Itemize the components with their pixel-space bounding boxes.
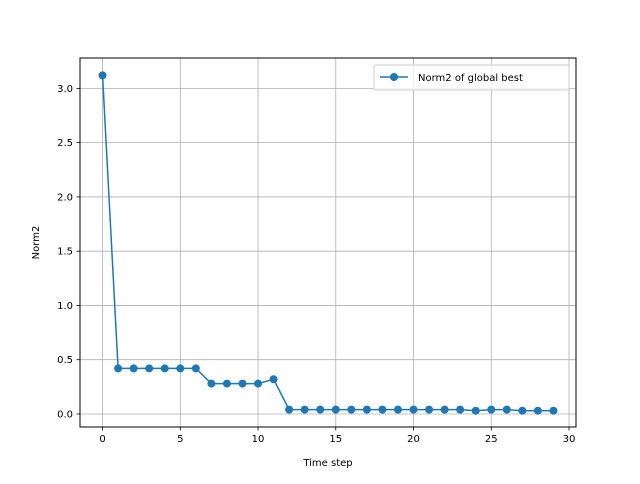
y-tick-label: 0.5: [57, 355, 73, 366]
data-point: [409, 405, 418, 414]
x-tick-label: 5: [177, 434, 183, 445]
legend: Norm2 of global best: [373, 64, 570, 91]
data-point: [269, 375, 278, 384]
data-point: [362, 405, 371, 414]
data-point: [502, 405, 511, 414]
data-point: [191, 364, 200, 373]
data-point: [145, 364, 154, 373]
series-layer: [98, 71, 558, 415]
legend-box: [373, 64, 570, 91]
ticks: 0 5 10 15 20 25 30 0.0 0.5 1.0 1.5 2.0 2.5 3.0: [57, 84, 575, 445]
y-tick-label: 2.0: [57, 192, 73, 203]
y-tick-label: 0.0: [57, 409, 73, 420]
data-point: [518, 406, 527, 415]
x-axis-label: Time step: [302, 458, 352, 469]
plot-frame: [79, 57, 577, 428]
data-point: [316, 405, 325, 414]
data-point: [222, 379, 231, 388]
data-point: [285, 405, 294, 414]
x-tick-label: 25: [485, 434, 498, 445]
y-tick-label: 3.0: [57, 84, 73, 95]
legend-entry-label: Norm2 of global best: [418, 73, 523, 84]
data-point: [471, 406, 480, 415]
x-tick-label: 30: [563, 434, 576, 445]
data-point: [378, 405, 387, 414]
data-point: [160, 364, 169, 373]
y-tick-label: 1.0: [57, 301, 73, 312]
data-point: [533, 406, 542, 415]
data-point: [238, 379, 247, 388]
data-point: [114, 364, 123, 373]
data-point: [487, 405, 496, 414]
data-point: [393, 405, 402, 414]
data-point: [549, 406, 558, 415]
x-tick-label: 20: [407, 434, 420, 445]
x-tick-label: 0: [99, 434, 105, 445]
data-point: [176, 364, 185, 373]
data-point: [254, 379, 263, 388]
legend-marker-sample: [390, 73, 398, 81]
data-point: [98, 71, 107, 80]
x-tick-label: 10: [252, 434, 265, 445]
y-axis-label: Norm2: [31, 226, 42, 260]
data-point: [425, 405, 434, 414]
data-point: [300, 405, 309, 414]
data-point: [456, 405, 465, 414]
data-point: [347, 405, 356, 414]
y-tick-label: 1.5: [57, 247, 73, 258]
x-tick-label: 15: [329, 434, 342, 445]
y-tick-label: 2.5: [57, 138, 73, 149]
grid: [80, 58, 576, 427]
data-point: [207, 379, 216, 388]
data-point: [331, 405, 340, 414]
data-point: [440, 405, 449, 414]
data-point: [129, 364, 138, 373]
